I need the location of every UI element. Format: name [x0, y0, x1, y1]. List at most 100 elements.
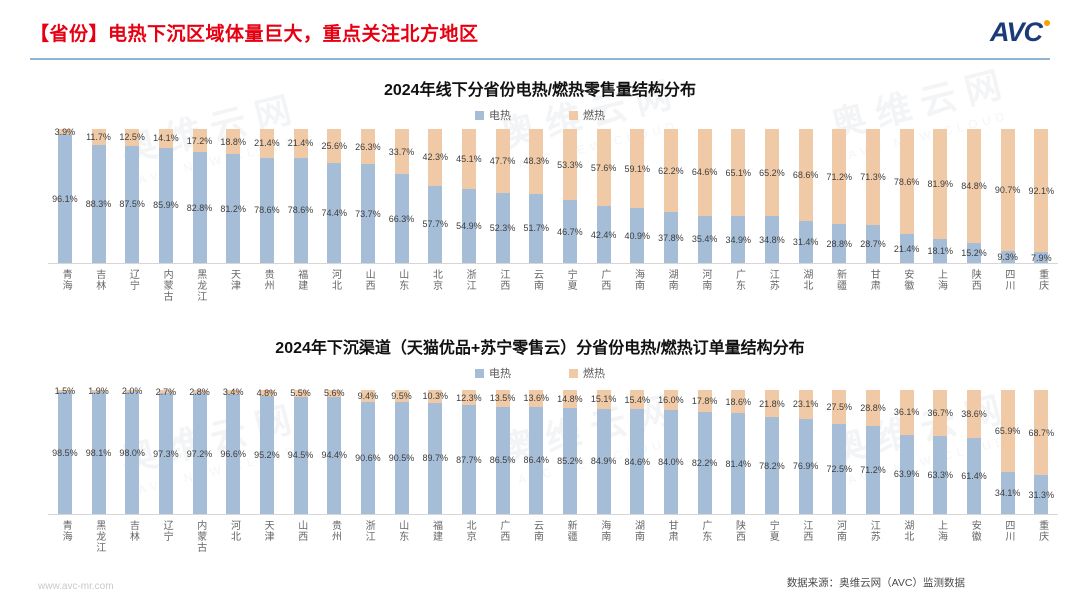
province-label: 福建 — [430, 520, 442, 542]
gas-segment — [562, 129, 577, 201]
bar-column: 42.3% 57.7% — [418, 129, 452, 263]
gas-value-label: 68.7% — [1028, 427, 1055, 438]
gas-value-label: 14.8% — [557, 394, 583, 405]
stacked-bar — [394, 129, 409, 263]
gas-segment — [966, 390, 981, 438]
bar-column: 38.6% 61.4% — [957, 390, 991, 514]
gas-segment — [91, 390, 106, 393]
bar-column: 2.8% 97.2% — [183, 387, 217, 514]
gas-segment — [865, 129, 880, 225]
electric-value-label: 98.5% — [52, 447, 78, 458]
electric-segment — [966, 242, 981, 263]
gas-value-label: 53.3% — [557, 159, 583, 170]
electric-segment — [293, 396, 308, 514]
province-label: 江苏 — [868, 520, 880, 542]
legend: 电热 燃热 — [0, 365, 1080, 381]
electric-segment — [798, 418, 813, 514]
electric-value-label: 78.2% — [759, 460, 785, 471]
stacked-bar — [57, 129, 72, 263]
electric-value-label: 85.9% — [153, 200, 179, 211]
gas-value-label: 62.2% — [658, 165, 684, 176]
bar-column: 2.0% 98.0% — [115, 386, 149, 514]
stacked-bar — [1000, 129, 1015, 263]
electric-segment — [899, 434, 914, 514]
electric-value-label: 82.2% — [691, 458, 718, 469]
gas-segment — [394, 390, 409, 402]
gas-segment — [394, 129, 409, 175]
province-label: 宁夏 — [767, 520, 779, 542]
gas-value-label: 36.7% — [927, 407, 954, 418]
stacked-bar — [1034, 129, 1049, 263]
stacked-bar — [832, 390, 847, 514]
electric-segment — [125, 392, 140, 514]
electric-value-label: 31.4% — [792, 236, 819, 247]
gas-segment — [562, 390, 577, 409]
bar-column: 47.7% 52.3% — [486, 129, 520, 263]
gas-value-label: 3.4% — [222, 387, 244, 398]
gas-segment — [764, 129, 779, 217]
electric-value-label: 87.5% — [119, 199, 145, 210]
chart-title: 2024年下沉渠道（天猫优品+苏宁零售云）分省份电热/燃热订单量结构分布 — [275, 340, 805, 357]
header: 【省份】电热下沉区域体量巨大，重点关注北方地区 AVC — [30, 0, 1050, 60]
electric-segment — [91, 144, 106, 263]
legend-label: 电热 — [489, 110, 511, 122]
bar-column: 65.2% 34.8% — [755, 129, 789, 263]
gas-segment — [461, 129, 476, 190]
electric-segment — [562, 200, 577, 263]
stacked-bar — [461, 129, 476, 263]
gas-value-label: 64.6% — [691, 167, 718, 178]
bar-column: 71.2% 28.8% — [822, 129, 856, 263]
stacked-bar — [327, 390, 342, 514]
gas-value-label: 1.5% — [54, 385, 76, 396]
province-label: 海南 — [632, 269, 644, 291]
electric-value-label: 63.9% — [893, 469, 920, 480]
gas-segment — [1000, 129, 1015, 251]
bar-column: 78.6% 21.4% — [890, 129, 924, 263]
bar-column: 10.3% 89.7% — [418, 390, 452, 514]
electric-segment — [226, 394, 241, 514]
stacked-bar — [57, 390, 72, 514]
bar-column: 1.5% 98.5% — [48, 386, 82, 514]
electric-segment — [697, 215, 712, 263]
province-label: 宁夏 — [565, 269, 577, 291]
electric-value-label: 98.0% — [119, 448, 145, 459]
gas-segment — [91, 129, 106, 145]
electric-segment — [562, 408, 577, 514]
avc-logo: AVC — [990, 18, 1050, 46]
gas-segment — [832, 390, 847, 425]
stacked-bar — [158, 390, 173, 514]
gas-segment — [360, 129, 375, 165]
electric-value-label: 57.7% — [422, 219, 448, 230]
gas-value-label: 17.2% — [186, 135, 213, 146]
gas-value-label: 13.6% — [523, 393, 549, 404]
chart-sinking-channel-structure: 2024年下沉渠道（天猫优品+苏宁零售云）分省份电热/燃热订单量结构分布 电热 … — [0, 334, 1080, 573]
gas-segment — [529, 390, 544, 407]
province-label: 黑龙江 — [194, 269, 206, 302]
category-axis: 青海 吉林 辽宁 内蒙古 黑龙江 天津 贵州 福建 河北 山西 山东 北京 浙江 江西 云南 宁夏 广西 海南 湖南… — [48, 264, 1058, 318]
gas-value-label: 33.7% — [388, 146, 415, 157]
gas-segment — [899, 129, 914, 235]
footer-url: www.avc-mr.com — [38, 581, 114, 592]
province-label: 广东 — [733, 269, 745, 291]
electric-segment — [158, 393, 173, 514]
bar-column: 17.8% 82.2% — [688, 390, 722, 514]
electric-value-label: 86.4% — [523, 455, 549, 466]
province-label: 江西 — [497, 269, 509, 291]
electric-value-label: 34.1% — [994, 487, 1021, 498]
electric-value-label: 7.9% — [1031, 252, 1052, 263]
electric-segment — [596, 408, 611, 514]
province-label: 天津 — [228, 269, 240, 291]
province-label: 河南 — [699, 269, 711, 291]
gas-segment — [461, 390, 476, 406]
gas-value-label: 15.1% — [590, 394, 617, 405]
bar-column: 9.5% 90.5% — [385, 390, 419, 514]
electric-value-label: 78.6% — [254, 205, 280, 216]
stacked-bar — [259, 390, 274, 514]
gas-segment — [293, 390, 308, 397]
gas-segment — [865, 390, 880, 426]
province-label: 湖南 — [632, 520, 644, 542]
electric-value-label: 97.2% — [186, 448, 213, 459]
electric-segment — [630, 208, 645, 263]
province-label: 湖北 — [901, 520, 913, 542]
electric-swatch-icon — [475, 368, 484, 378]
